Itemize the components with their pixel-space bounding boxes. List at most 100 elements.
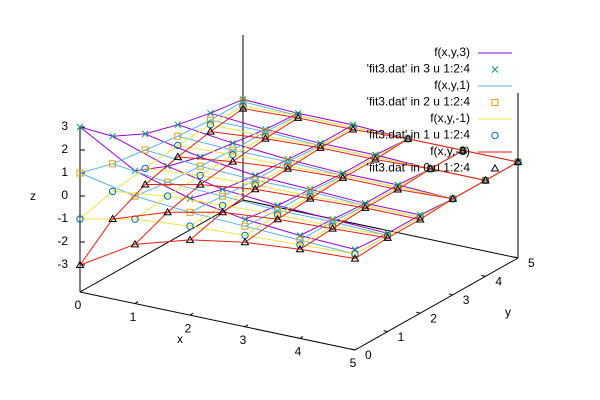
point-marker bbox=[274, 206, 282, 214]
point-marker bbox=[131, 167, 139, 175]
legend-swatch bbox=[491, 131, 499, 140]
point-marker bbox=[350, 254, 360, 262]
point-marker bbox=[241, 215, 249, 223]
x-tick bbox=[134, 301, 139, 305]
point-marker bbox=[218, 207, 227, 216]
y-axis bbox=[354, 257, 519, 351]
x-axis-label: x bbox=[177, 332, 183, 346]
x-axis bbox=[79, 291, 356, 351]
surface-line bbox=[134, 112, 299, 172]
point-marker bbox=[75, 260, 85, 268]
z-axis-label: z bbox=[30, 189, 36, 203]
point-marker bbox=[295, 244, 305, 253]
x-tick bbox=[354, 347, 359, 351]
point-marker bbox=[239, 96, 247, 103]
point-marker bbox=[513, 157, 523, 165]
surface-line bbox=[79, 108, 244, 266]
y-tick bbox=[350, 348, 356, 351]
point-marker bbox=[261, 134, 270, 142]
point-marker bbox=[338, 173, 348, 181]
base-edge bbox=[79, 199, 244, 293]
point-marker bbox=[130, 239, 140, 248]
z-tick-label: -2 bbox=[57, 234, 68, 248]
point-marker bbox=[238, 104, 248, 112]
point-marker bbox=[141, 130, 149, 138]
legend-label: 'fit3.dat' in 0 u 1:2:4 bbox=[367, 161, 471, 175]
surface-line bbox=[210, 131, 486, 181]
point-marker bbox=[141, 146, 149, 154]
surface-line bbox=[299, 149, 464, 250]
point-marker bbox=[163, 207, 172, 216]
point-marker bbox=[305, 194, 315, 202]
y-axis-label: y bbox=[505, 305, 511, 319]
y-tick-label: 0 bbox=[365, 348, 372, 362]
surface-line bbox=[79, 239, 356, 266]
point-marker bbox=[383, 233, 392, 241]
surface-line bbox=[112, 190, 388, 237]
legend-label: f(x,y,-3) bbox=[430, 144, 470, 158]
point-marker bbox=[219, 192, 227, 200]
point-marker bbox=[195, 180, 205, 188]
point-marker bbox=[229, 146, 237, 154]
point-marker bbox=[293, 113, 303, 121]
point-marker bbox=[164, 178, 172, 186]
y-tick bbox=[416, 311, 421, 314]
surface-line bbox=[177, 156, 453, 200]
x-tick-label: 5 bbox=[350, 356, 357, 370]
legend-label: f(x,y,3) bbox=[434, 45, 470, 59]
point-marker bbox=[108, 187, 117, 196]
y-tick bbox=[513, 256, 519, 259]
surface-line bbox=[244, 138, 409, 243]
point-marker bbox=[251, 176, 259, 184]
surface-line bbox=[112, 211, 388, 239]
point-marker bbox=[196, 162, 204, 170]
point-marker bbox=[174, 141, 182, 150]
point-marker bbox=[207, 109, 214, 117]
point-marker bbox=[140, 180, 150, 188]
point-marker bbox=[296, 236, 304, 244]
point-marker bbox=[415, 215, 425, 223]
y-tick-label: 2 bbox=[430, 311, 437, 325]
legend-label: f(x,y,1) bbox=[434, 78, 470, 92]
x-tick bbox=[189, 312, 194, 316]
surface-line bbox=[79, 218, 356, 255]
surface-line bbox=[112, 135, 388, 234]
point-marker bbox=[229, 139, 237, 147]
point-marker bbox=[240, 237, 250, 246]
point-marker bbox=[458, 145, 468, 154]
point-marker bbox=[403, 134, 413, 142]
point-marker bbox=[76, 215, 84, 223]
legend-swatch bbox=[491, 66, 499, 73]
point-marker bbox=[174, 132, 182, 140]
point-marker bbox=[273, 214, 282, 223]
legend-swatch bbox=[491, 99, 499, 106]
surface-line bbox=[134, 115, 299, 220]
x-tick bbox=[79, 289, 84, 293]
surface-line bbox=[112, 163, 388, 237]
legend-label: 'fit3.dat' in 3 u 1:2:4 bbox=[367, 62, 471, 76]
point-marker bbox=[316, 143, 325, 151]
surface-line bbox=[354, 161, 519, 260]
point-marker bbox=[185, 235, 195, 243]
y-tick-label: 5 bbox=[528, 256, 535, 270]
y-tick bbox=[481, 274, 486, 277]
legend-label: 'fit3.dat' in 1 u 1:2:4 bbox=[367, 128, 471, 142]
point-marker bbox=[250, 184, 260, 193]
z-tick-label: 0 bbox=[61, 188, 68, 202]
point-marker bbox=[349, 123, 357, 131]
x-tick-label: 1 bbox=[130, 310, 137, 324]
z-tick-label: 2 bbox=[61, 142, 68, 156]
point-marker bbox=[283, 164, 293, 172]
point-marker bbox=[360, 203, 370, 211]
surface-line bbox=[145, 184, 421, 220]
point-marker bbox=[196, 171, 204, 180]
y-tick-label: 1 bbox=[398, 330, 405, 344]
x-tick-label: 4 bbox=[295, 345, 302, 359]
point-marker bbox=[351, 250, 359, 258]
point-marker bbox=[109, 132, 116, 140]
surface-line bbox=[189, 129, 354, 241]
point-marker bbox=[239, 102, 247, 111]
surface-line bbox=[79, 105, 244, 220]
x-tick-label: 3 bbox=[240, 333, 247, 347]
